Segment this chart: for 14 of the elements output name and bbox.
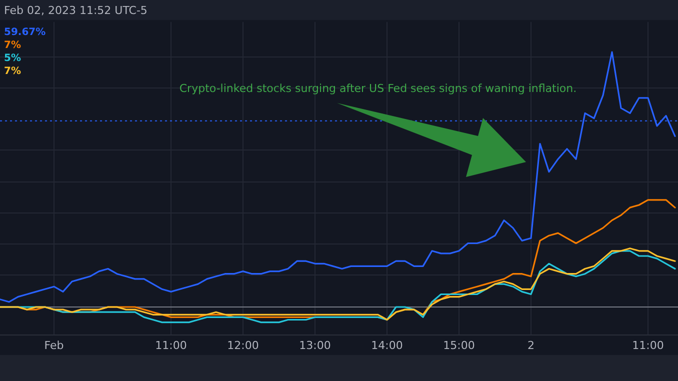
x-tick-label: 13:00 — [299, 339, 331, 352]
text: 59.67% — [4, 27, 46, 38]
text: 7% — [4, 40, 21, 51]
x-tick-label: 12:00 — [227, 339, 259, 352]
text: Feb 02, 2023 11:52 UTC-5 — [4, 4, 148, 17]
x-tick-label: 11:00 — [155, 339, 187, 352]
annotation: 5% — [4, 53, 21, 64]
x-tick-label: 2 — [528, 339, 534, 352]
annotation: Crypto-linked stocks surging after US Fed sees signs of waning inflation. — [179, 82, 577, 95]
annotation: 7% — [4, 66, 21, 77]
x-tick-label: Feb — [44, 339, 64, 352]
x-tick-label: 14:00 — [371, 339, 403, 352]
x-tick-label: 11:00 — [632, 339, 664, 352]
x-tick-label: 15:00 — [443, 339, 475, 352]
